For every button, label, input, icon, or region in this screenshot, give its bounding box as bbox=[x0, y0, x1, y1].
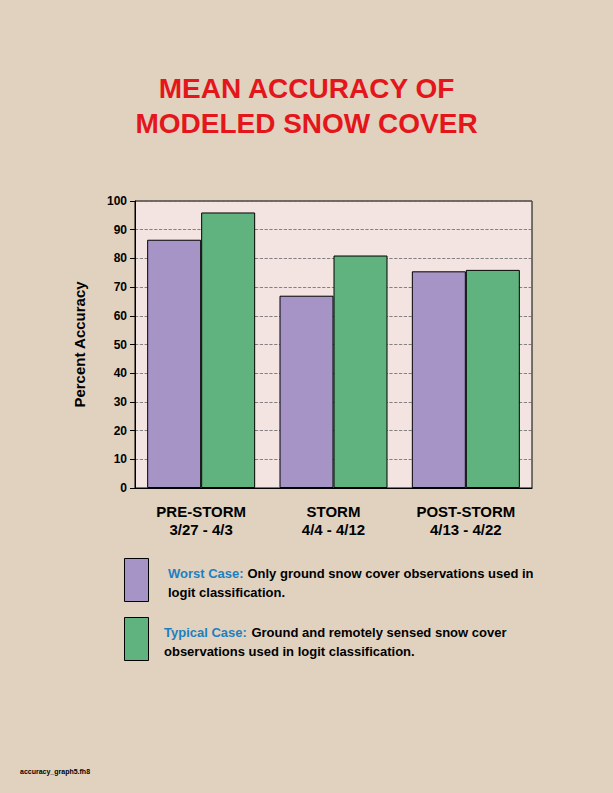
svg-text:PRE-STORM: PRE-STORM bbox=[156, 503, 246, 520]
svg-text:80: 80 bbox=[114, 251, 128, 265]
svg-text:MEAN ACCURACY OF: MEAN ACCURACY OF bbox=[159, 73, 455, 104]
svg-text:60: 60 bbox=[114, 309, 128, 323]
svg-text:POST-STORM: POST-STORM bbox=[416, 503, 515, 520]
svg-text:logit classification.: logit classification. bbox=[168, 585, 285, 600]
svg-text:accuracy_graph5.fh8: accuracy_graph5.fh8 bbox=[20, 768, 90, 776]
svg-text:4/13 - 4/22: 4/13 - 4/22 bbox=[430, 521, 502, 538]
svg-text:Worst Case:: Worst Case: bbox=[168, 566, 244, 581]
svg-text:Typical Case:: Typical Case: bbox=[164, 625, 247, 640]
svg-text:70: 70 bbox=[114, 280, 128, 294]
svg-text:3/27 - 4/3: 3/27 - 4/3 bbox=[169, 521, 232, 538]
svg-text:observations used in logit cla: observations used in logit classificatio… bbox=[164, 644, 415, 659]
svg-text:Percent Accuracy: Percent Accuracy bbox=[71, 281, 88, 408]
svg-text:100: 100 bbox=[107, 194, 127, 208]
svg-text:MODELED SNOW COVER: MODELED SNOW COVER bbox=[135, 108, 477, 139]
svg-text:10: 10 bbox=[114, 452, 128, 466]
svg-text:0: 0 bbox=[120, 481, 127, 495]
svg-text:4/4 - 4/12: 4/4 - 4/12 bbox=[302, 521, 365, 538]
svg-text:STORM: STORM bbox=[307, 503, 361, 520]
svg-text:Only ground snow cover observa: Only ground snow cover observations used… bbox=[244, 566, 537, 581]
svg-text:20: 20 bbox=[114, 424, 128, 438]
svg-text:50: 50 bbox=[114, 338, 128, 352]
svg-text:90: 90 bbox=[114, 223, 128, 237]
svg-text:30: 30 bbox=[114, 395, 128, 409]
svg-text:40: 40 bbox=[114, 366, 128, 380]
svg-text:Ground and remotely sensed sno: Ground and remotely sensed snow cover bbox=[248, 625, 510, 640]
